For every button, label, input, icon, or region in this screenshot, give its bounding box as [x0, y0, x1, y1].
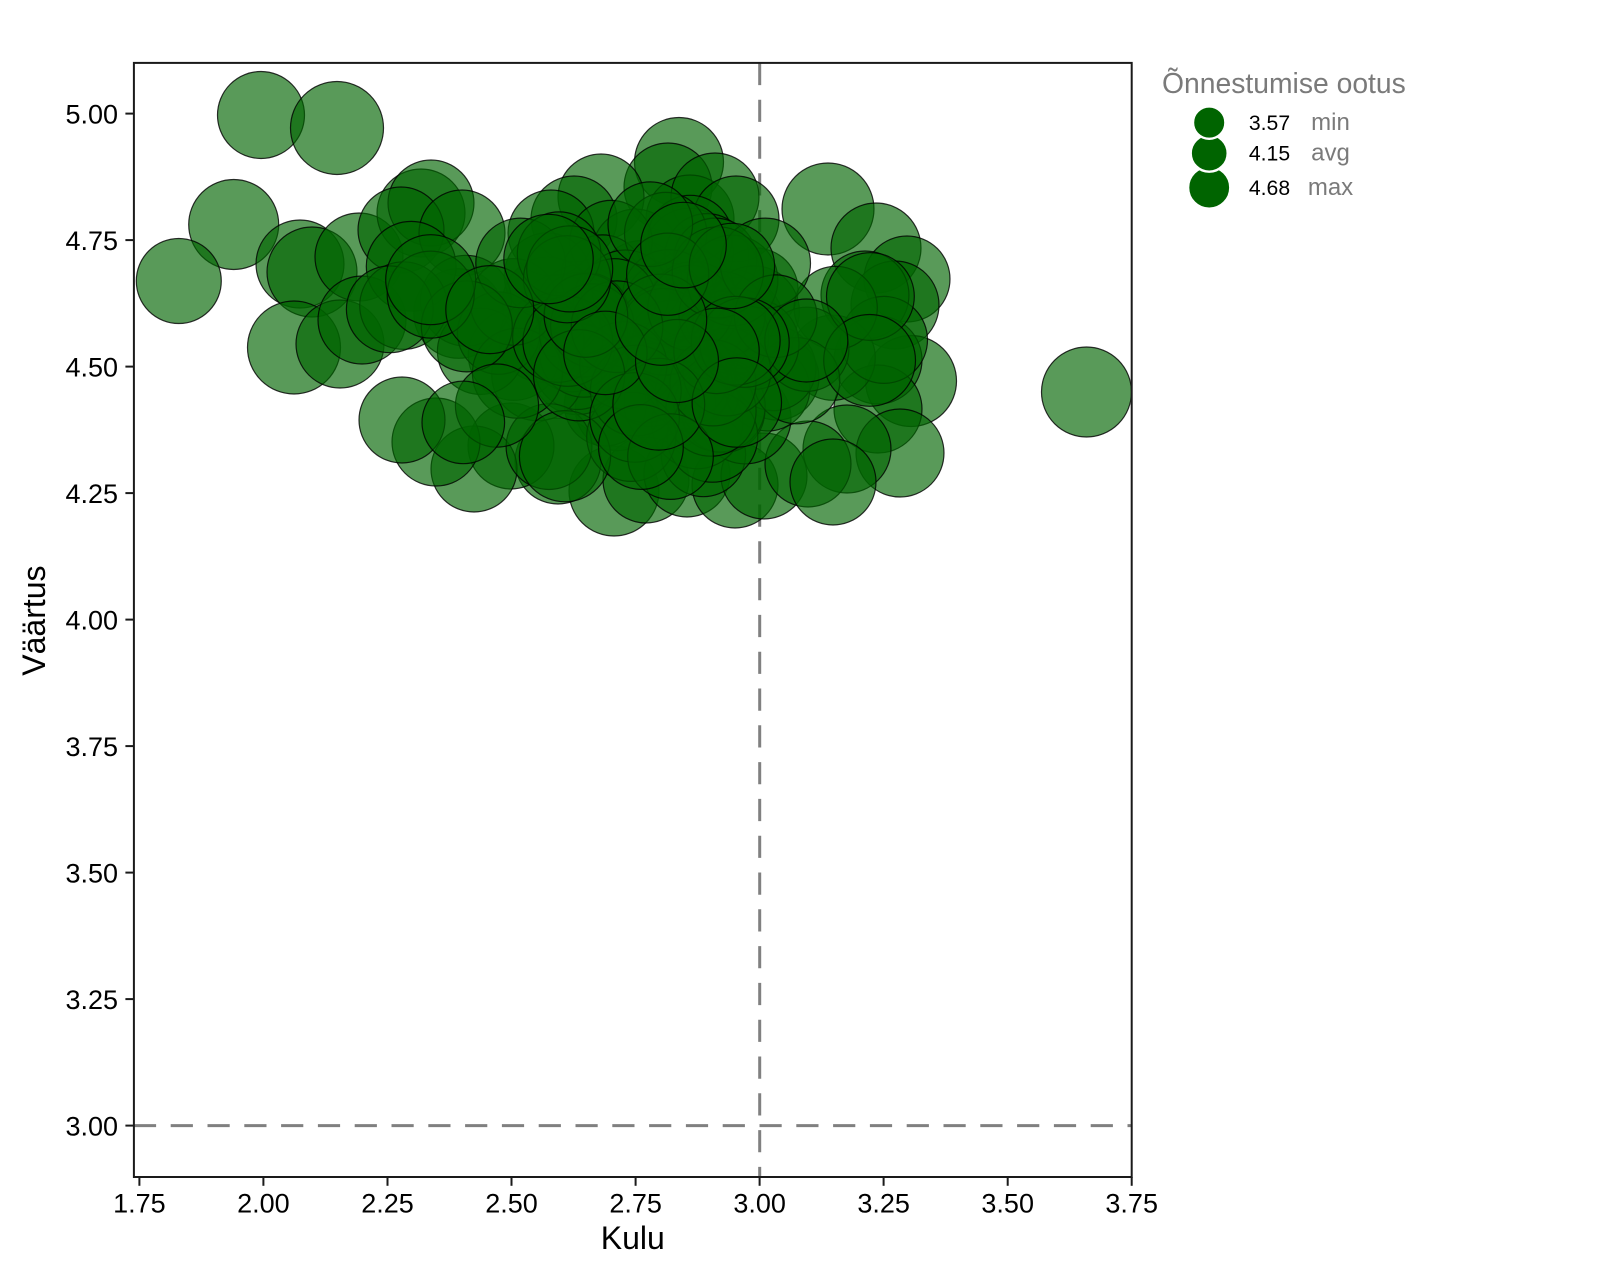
- svg-text:3.25: 3.25: [857, 1189, 910, 1219]
- svg-text:3.50: 3.50: [65, 859, 118, 889]
- svg-text:4.68: 4.68: [1249, 177, 1290, 200]
- svg-text:3.00: 3.00: [65, 1112, 118, 1142]
- svg-text:1.75: 1.75: [113, 1189, 166, 1219]
- svg-text:max: max: [1308, 174, 1353, 201]
- svg-text:5.00: 5.00: [65, 100, 118, 130]
- svg-text:3.75: 3.75: [1105, 1189, 1158, 1219]
- svg-text:4.25: 4.25: [65, 479, 118, 509]
- svg-text:4.75: 4.75: [65, 226, 118, 256]
- svg-text:3.00: 3.00: [733, 1189, 786, 1219]
- svg-text:2.50: 2.50: [485, 1189, 538, 1219]
- svg-text:3.50: 3.50: [981, 1189, 1034, 1219]
- svg-text:2.75: 2.75: [609, 1189, 662, 1219]
- svg-text:4.15: 4.15: [1249, 142, 1290, 165]
- svg-text:4.50: 4.50: [65, 353, 118, 383]
- svg-text:4.00: 4.00: [65, 606, 118, 636]
- svg-text:3.75: 3.75: [65, 732, 118, 762]
- svg-text:Õnnestumise ootus: Õnnestumise ootus: [1162, 67, 1406, 99]
- svg-text:2.25: 2.25: [361, 1189, 414, 1219]
- svg-text:Kulu: Kulu: [601, 1220, 665, 1256]
- svg-text:3.57: 3.57: [1249, 112, 1290, 135]
- svg-text:3.25: 3.25: [65, 985, 118, 1015]
- svg-text:avg: avg: [1311, 139, 1350, 166]
- svg-text:Väärtus: Väärtus: [16, 565, 52, 675]
- svg-text:min: min: [1311, 109, 1350, 136]
- svg-text:2.00: 2.00: [237, 1189, 290, 1219]
